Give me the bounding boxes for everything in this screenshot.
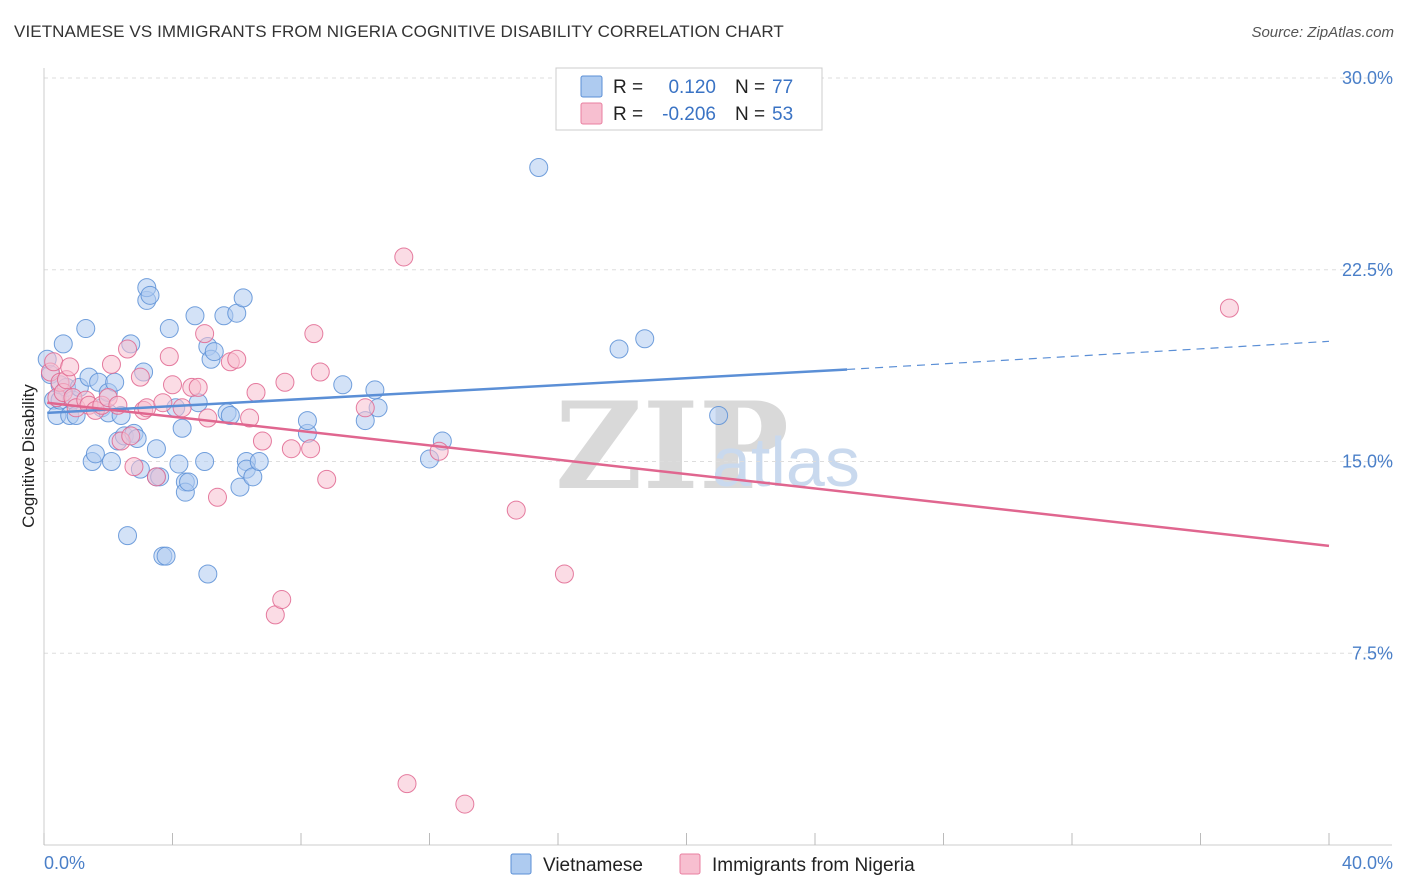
point-nigeria [227, 349, 247, 369]
point-vietnamese [195, 452, 215, 471]
point-nigeria [272, 590, 292, 610]
point-nigeria [304, 324, 324, 344]
point-vietnamese [233, 288, 253, 308]
point-vietnamese [635, 329, 655, 349]
y-tick-labels: 7.5% 15.0% 22.5% 30.0% [1342, 68, 1393, 663]
point-vietnamese [85, 444, 105, 464]
bottom-legend-swatch-vietnamese [510, 853, 532, 875]
point-vietnamese [198, 564, 218, 584]
point-vietnamese [76, 319, 96, 339]
point-nigeria [281, 439, 301, 459]
point-vietnamese [529, 157, 549, 177]
y-axis-label: Cognitive Disability [19, 384, 38, 528]
series-legend: Vietnamese Immigrants from Nigeria [510, 853, 915, 876]
point-nigeria [394, 247, 414, 267]
trend-line-vietnamese-extension [847, 340, 1330, 371]
point-nigeria [101, 354, 121, 374]
point-nigeria [355, 398, 375, 418]
point-nigeria [397, 774, 417, 794]
point-nigeria [246, 382, 266, 402]
point-vietnamese [179, 472, 199, 492]
point-nigeria [121, 426, 141, 446]
data-points [37, 157, 1239, 814]
point-vietnamese [204, 342, 224, 362]
point-nigeria [240, 408, 260, 428]
point-vietnamese [220, 405, 240, 425]
bottom-legend-label-nigeria: Immigrants from Nigeria [712, 855, 915, 876]
point-nigeria [44, 352, 64, 372]
trend-lines [47, 340, 1330, 548]
point-vietnamese [249, 452, 269, 471]
point-nigeria [195, 324, 215, 344]
gridlines [44, 77, 1392, 654]
point-nigeria [554, 564, 574, 584]
y-tick-label: 7.5% [1352, 643, 1393, 663]
x-tick-label-min: 0.0% [44, 853, 85, 873]
y-tick-label: 15.0% [1342, 452, 1393, 472]
legend-r-label-2: R = [613, 104, 643, 125]
point-nigeria [153, 393, 173, 413]
bottom-legend-label-vietnamese: Vietnamese [543, 855, 643, 876]
point-nigeria [275, 372, 295, 392]
watermark-atlas: atlas [712, 423, 860, 501]
point-nigeria [317, 469, 337, 489]
point-nigeria [60, 357, 80, 377]
point-nigeria [124, 457, 144, 477]
point-nigeria [130, 367, 150, 387]
point-vietnamese [297, 411, 317, 431]
point-nigeria [1219, 298, 1239, 318]
legend-r-value-2: -0.206 [662, 104, 716, 125]
legend-swatch-nigeria [580, 102, 603, 125]
point-vietnamese [169, 454, 189, 474]
point-vietnamese [172, 418, 192, 438]
point-nigeria [301, 439, 321, 459]
x-tick-label-max: 40.0% [1342, 853, 1393, 873]
point-vietnamese [101, 452, 121, 471]
trend-line-nigeria [47, 401, 1330, 548]
point-vietnamese [609, 339, 629, 359]
point-nigeria [506, 500, 526, 520]
point-nigeria [172, 398, 192, 418]
stats-legend: R = 0.120 N = 77 R = -0.206 N = 53 [555, 67, 823, 131]
legend-r-label-1: R = [613, 77, 643, 98]
point-nigeria [310, 362, 330, 382]
legend-swatch-vietnamese [580, 75, 603, 98]
legend-n-label-1: N = [735, 77, 765, 98]
point-vietnamese [159, 319, 179, 339]
legend-n-value-2: 53 [772, 104, 793, 125]
point-nigeria [146, 467, 166, 487]
point-nigeria [252, 431, 272, 451]
chart-title: VIETNAMESE VS IMMIGRANTS FROM NIGERIA CO… [14, 22, 784, 41]
point-nigeria [159, 347, 179, 367]
point-vietnamese [118, 526, 138, 546]
point-nigeria [207, 487, 227, 507]
point-vietnamese [140, 285, 160, 305]
y-tick-label: 22.5% [1342, 260, 1393, 280]
x-ticks [43, 833, 1330, 845]
point-vietnamese [709, 405, 729, 425]
point-nigeria [188, 377, 208, 397]
legend-n-value-1: 77 [772, 77, 793, 98]
point-vietnamese [156, 546, 176, 566]
point-vietnamese [53, 334, 73, 354]
point-nigeria [198, 408, 218, 428]
legend-n-label-2: N = [735, 104, 765, 125]
point-nigeria [118, 339, 138, 359]
source-credit: Source: ZipAtlas.com [1251, 24, 1394, 41]
point-vietnamese [146, 439, 166, 459]
bottom-legend-swatch-nigeria [679, 853, 701, 875]
point-nigeria [163, 375, 182, 395]
trend-line-vietnamese [47, 368, 848, 415]
point-vietnamese [333, 375, 353, 395]
y-tick-label: 30.0% [1342, 68, 1393, 88]
point-vietnamese [230, 477, 250, 497]
watermark-zip: ZIP [555, 376, 789, 517]
legend-r-value-1: 0.120 [668, 77, 716, 98]
axes [43, 68, 1392, 846]
point-vietnamese [185, 306, 205, 326]
point-nigeria [455, 794, 475, 814]
